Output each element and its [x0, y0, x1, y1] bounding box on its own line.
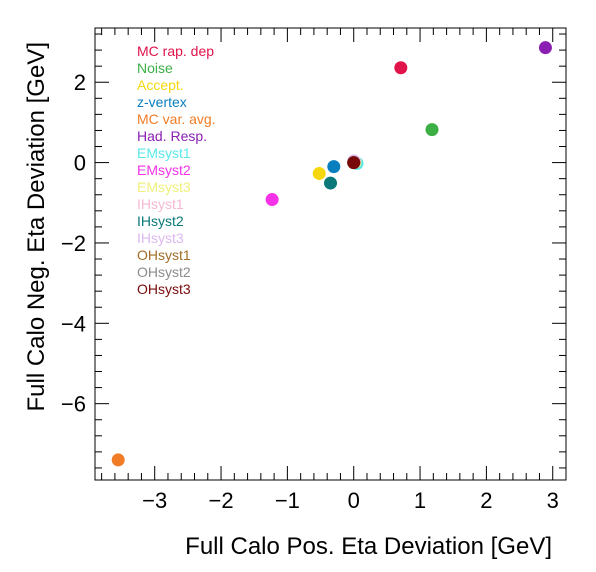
- legend-entry: IHsyst1: [137, 196, 184, 212]
- data-point: [265, 193, 279, 207]
- legend-entry: z-vertex: [137, 94, 187, 110]
- legend-entry: IHsyst2: [137, 213, 184, 229]
- y-axis-ticks: −6 −4 −2 0 2: [61, 33, 566, 469]
- x-tick-label: −1: [275, 488, 300, 513]
- x-tick-label: 0: [348, 488, 360, 513]
- x-axis-title: Full Calo Pos. Eta Deviation [GeV]: [185, 533, 552, 560]
- legend-entry: OHsyst1: [137, 247, 191, 263]
- y-tick-label: −6: [61, 392, 86, 417]
- legend-entry: Had. Resp.: [137, 128, 207, 144]
- plot-axes: [94, 27, 567, 481]
- data-point: [111, 453, 125, 467]
- y-tick-label: 0: [74, 151, 86, 176]
- legend-entry: EMsyst2: [137, 162, 191, 178]
- y-tick-label: −4: [61, 311, 86, 336]
- legend-entry: Noise: [137, 60, 173, 76]
- legend-entry: OHsyst3: [137, 281, 191, 297]
- legend-entry: MC rap. dep: [137, 43, 214, 59]
- y-axis-title: Full Calo Neg. Eta Deviation [GeV]: [23, 42, 50, 412]
- x-tick-label: −2: [208, 488, 233, 513]
- data-point: [312, 166, 326, 180]
- legend-entry: EMsyst1: [137, 145, 191, 161]
- data-point: [347, 156, 361, 170]
- legend-entry: OHsyst2: [137, 264, 191, 280]
- x-tick-label: 2: [480, 488, 492, 513]
- legend-entry: MC var. avg.: [137, 111, 216, 127]
- legend-entry: Accept.: [137, 77, 184, 93]
- x-tick-label: 3: [547, 488, 559, 513]
- x-tick-label: −3: [142, 488, 167, 513]
- plot-frame: [94, 27, 567, 481]
- y-tick-label: 2: [74, 70, 86, 95]
- x-axis-ticks: −3 −2 −1 0 1 2 3: [101, 28, 567, 513]
- data-point: [538, 41, 552, 55]
- data-point: [394, 61, 408, 75]
- y-tick-label: −2: [61, 231, 86, 256]
- data-point: [324, 176, 337, 190]
- data-points: [111, 41, 552, 467]
- legend-entry: EMsyst3: [137, 179, 191, 195]
- legend-entry: IHsyst3: [137, 230, 184, 246]
- data-point: [425, 123, 439, 137]
- data-point: [327, 160, 341, 174]
- x-tick-label: 1: [414, 488, 426, 513]
